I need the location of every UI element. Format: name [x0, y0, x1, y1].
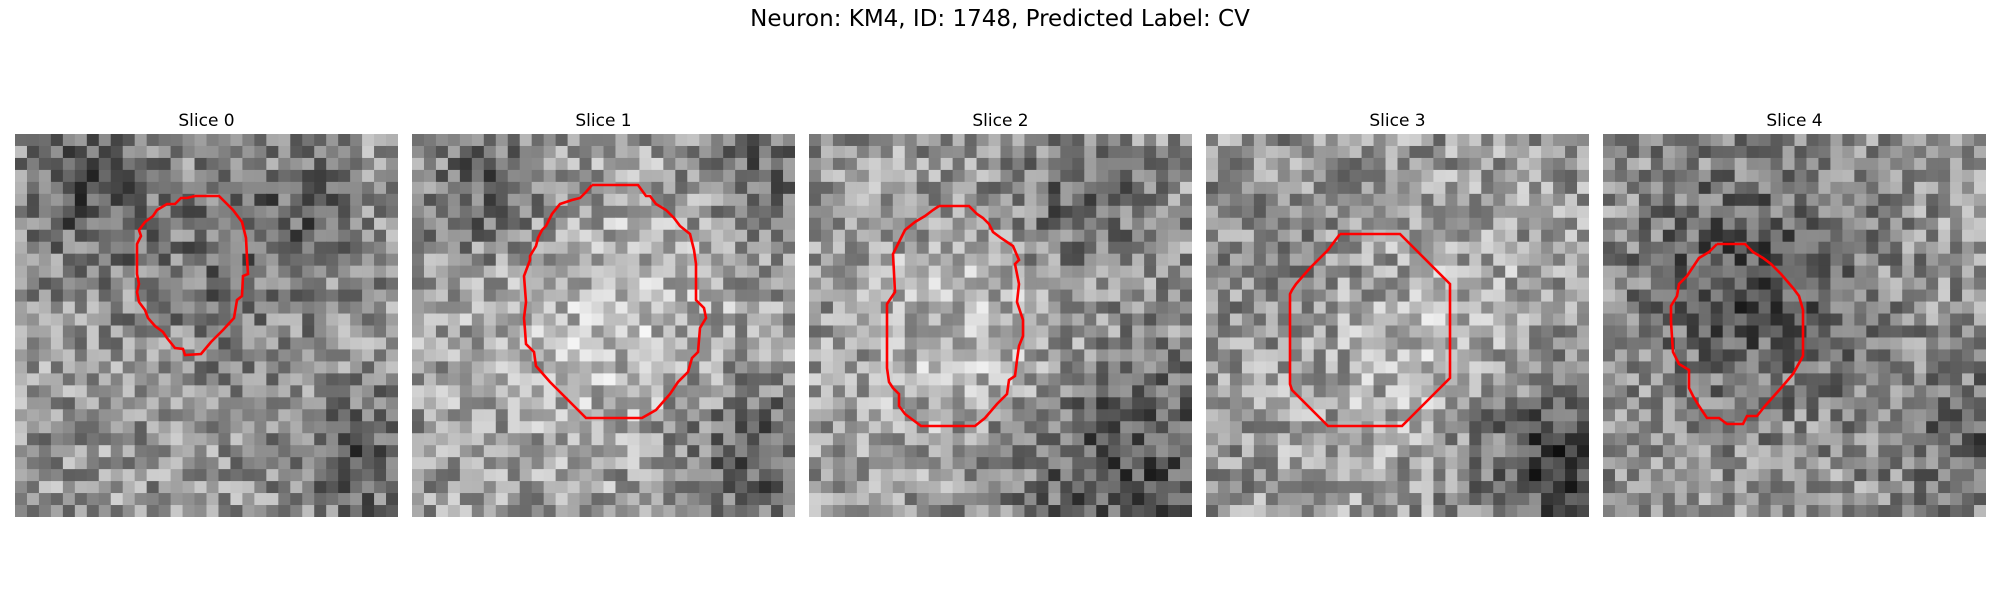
slice-title: Slice 4 — [1766, 111, 1823, 131]
segmentation-contour — [1288, 232, 1452, 428]
slice-panel-4: Slice 4 — [1603, 110, 1986, 517]
slice-image — [412, 134, 795, 517]
microscopy-image — [1603, 134, 1986, 517]
segmentation-contour — [522, 183, 708, 420]
slice-image — [15, 134, 398, 517]
slice-title: Slice 2 — [972, 111, 1029, 131]
figure-title: Neuron: KM4, ID: 1748, Predicted Label: … — [750, 6, 1250, 32]
microscopy-image — [1206, 134, 1589, 517]
segmentation-contour — [135, 194, 250, 357]
slice-title: Slice 3 — [1369, 111, 1426, 131]
segmentation-contour — [885, 204, 1025, 428]
slice-panel-2: Slice 2 — [809, 110, 1192, 517]
segmentation-contour — [1669, 242, 1805, 426]
slice-image — [809, 134, 1192, 517]
slice-panel-3: Slice 3 — [1206, 110, 1589, 517]
slice-image — [1603, 134, 1986, 517]
slice-title: Slice 1 — [575, 111, 632, 131]
slice-panel-0: Slice 0 — [15, 110, 398, 517]
microscopy-image — [412, 134, 795, 517]
microscopy-image — [809, 134, 1192, 517]
slice-title: Slice 0 — [178, 111, 235, 131]
microscopy-image — [15, 134, 398, 517]
slice-panel-1: Slice 1 — [412, 110, 795, 517]
slice-image — [1206, 134, 1589, 517]
